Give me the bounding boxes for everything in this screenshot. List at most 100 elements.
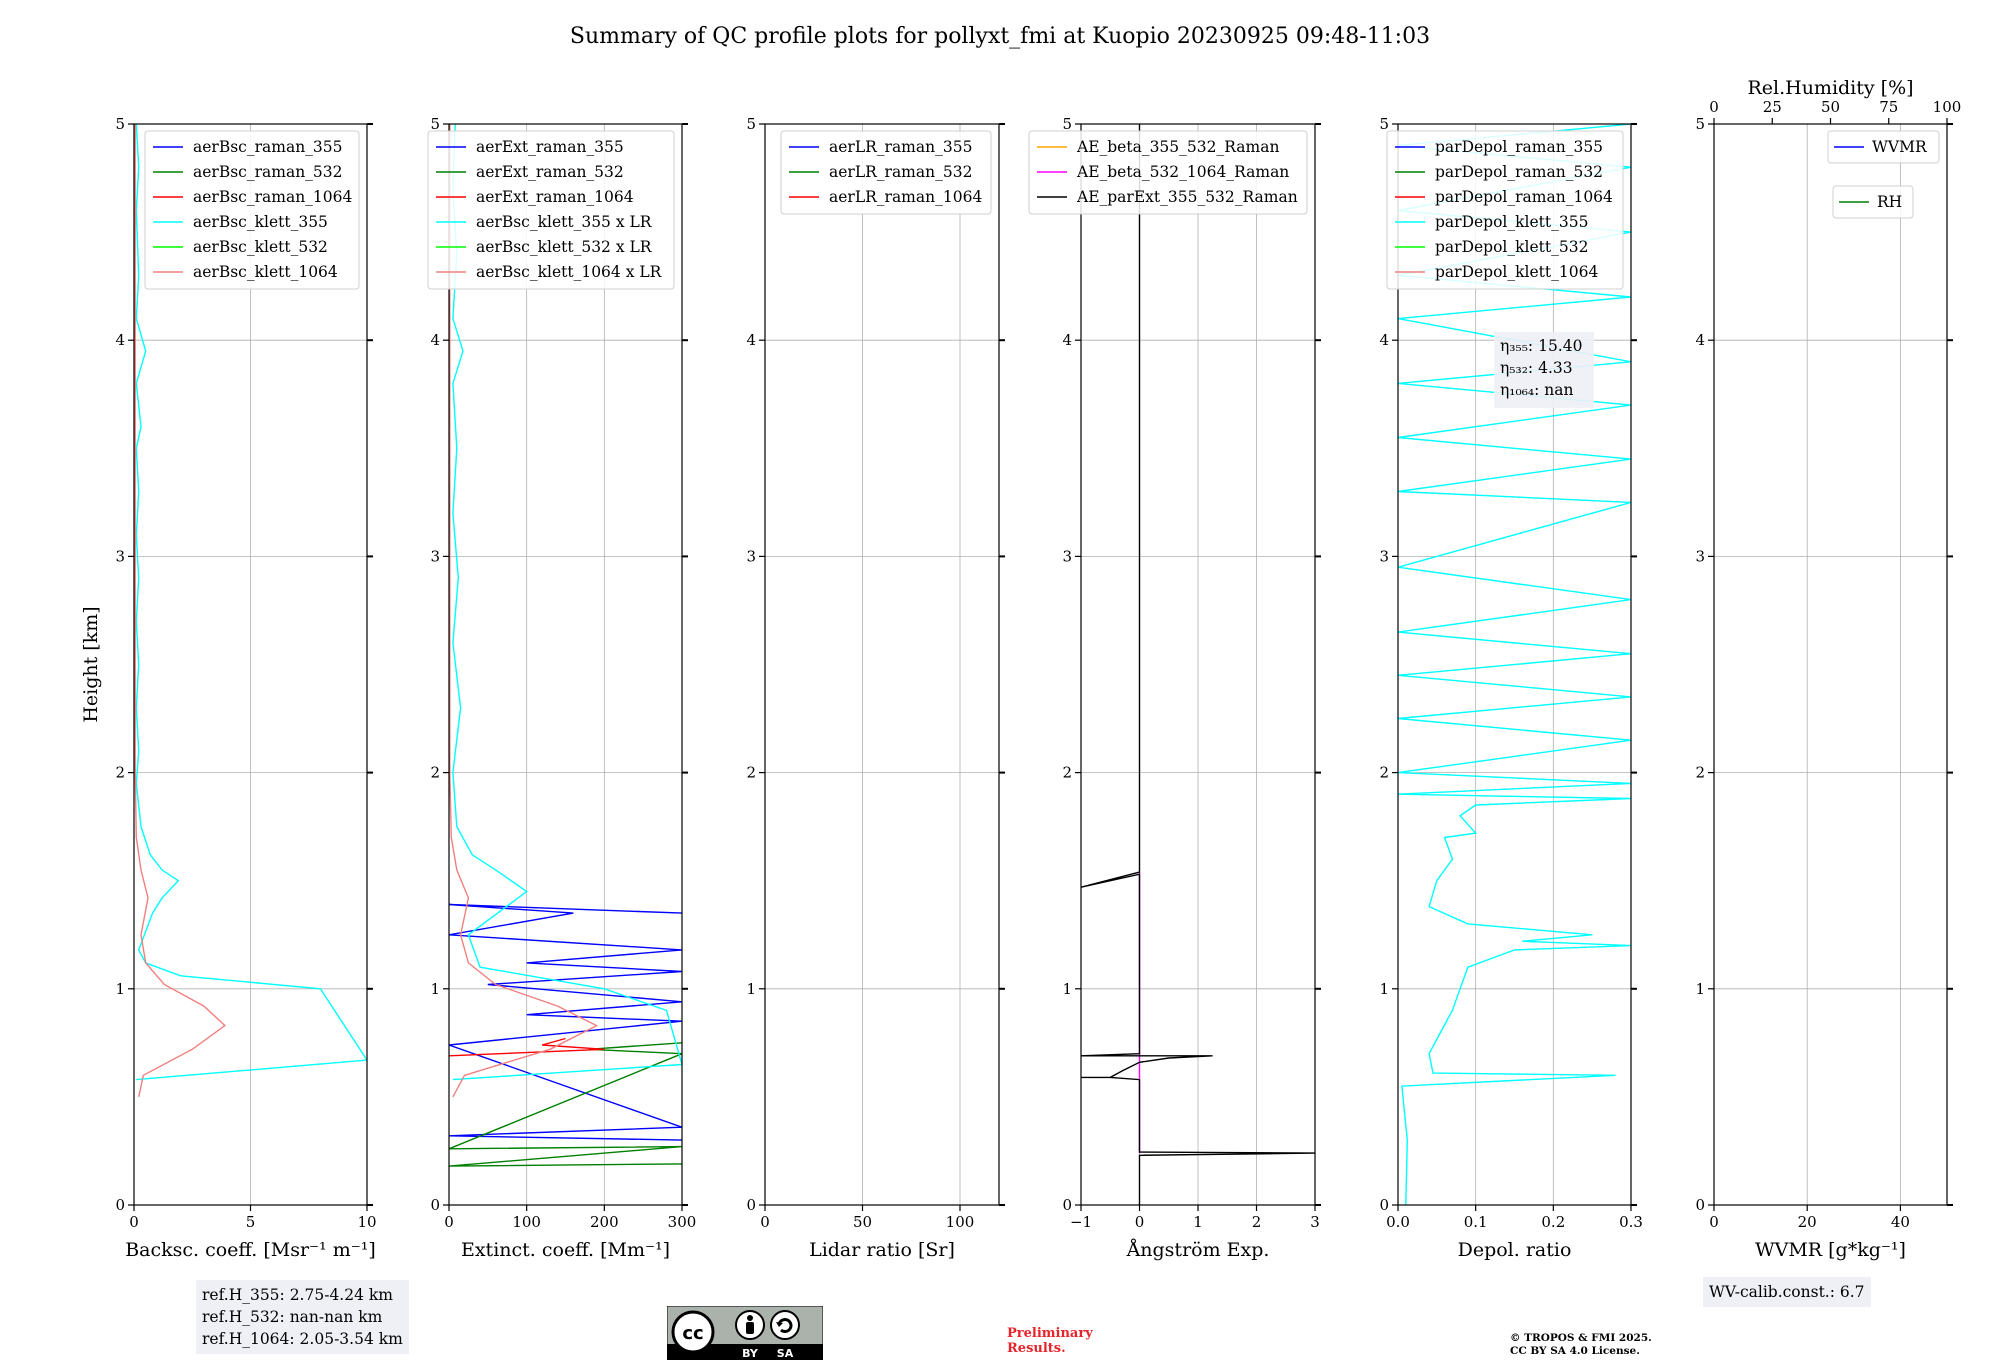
axes-frame-depol [1397,123,1632,1206]
y-tick-label-lr: 1 [746,980,756,998]
x-tick-label-ae: 0 [1135,1213,1145,1231]
x2-tick-label-wv: 75 [1879,98,1898,116]
cc-logo-icon [671,1310,715,1354]
y-tick-label-bsc: 3 [115,547,125,565]
x-tick-label-depol: 0.2 [1541,1213,1565,1231]
legend-label: WVMR [1872,138,1928,156]
legend-label: aerBsc_raman_532 [193,163,343,181]
y-tick-label-bsc: 4 [115,331,125,349]
y-tick-label-ae: 3 [1062,547,1072,565]
legend-label: aerBsc_raman_1064 [193,188,353,206]
y-tick-label-wv: 0 [1695,1196,1705,1214]
copyright-note: © TROPOS & FMI 2025. CC BY SA 4.0 Licens… [1510,1332,1652,1358]
y-tick-label-lr: 3 [746,547,756,565]
x-tick-label-depol: 0.3 [1619,1213,1643,1231]
x2-tick-label-wv: 25 [1763,98,1782,116]
legend-label: aerLR_raman_532 [829,163,972,181]
x-axis-label-ae: Ångström Exp. [1126,1239,1270,1261]
y-tick-label-bsc: 5 [115,115,125,133]
legend-label: aerLR_raman_355 [829,138,972,156]
x-tick-label-depol: 0.0 [1386,1213,1410,1231]
by-label: BY [742,1347,759,1360]
legend-label: parDepol_klett_1064 [1435,263,1598,281]
eta-annotation-line: η₁₀₆₄: nan [1500,381,1574,399]
legend-label: aerBsc_klett_532 [193,238,328,256]
panel-ext: 0 1 2 3 4 5 0 100 200 300 Extinct. coeff. [Mm⁻¹] ae… [427,115,697,1261]
x2-tick-label-wv: 100 [1933,98,1962,116]
y-tick-label-depol: 2 [1379,764,1389,782]
y-tick-label-wv: 5 [1695,115,1705,133]
y-tick-label-ext: 5 [430,115,440,133]
y-tick-label-depol: 3 [1379,547,1389,565]
legend-label: AE_beta_355_532_Raman [1076,138,1279,156]
legend-label: aerLR_raman_1064 [829,188,982,206]
cc-logo-text: cc [682,1323,703,1344]
y-tick-label-depol: 1 [1379,980,1389,998]
x-tick-label-ae: 2 [1252,1213,1262,1231]
y-tick-label-depol: 4 [1379,331,1389,349]
x-tick-label-bsc: 5 [246,1213,256,1231]
y-tick-label-wv: 3 [1695,547,1705,565]
legend-wv-1: RH [1832,185,1914,219]
legend-bsc: aerBsc_raman_355 aerBsc_raman_532 aerBsc_r… [144,130,360,290]
preliminary-line-1: Preliminary [1007,1326,1093,1341]
eta-annotation: η₃₅₅: 15.40 η₅₃₂: 4.33 η₁₀₆₄: nan [1494,332,1594,408]
cc-license-badge: cc BY SA [667,1306,823,1360]
legend-label: parDepol_raman_532 [1435,163,1603,181]
x-tick-label-wv: 20 [1798,1213,1817,1231]
x-tick-label-ext: 300 [668,1213,697,1231]
legend-label: parDepol_klett_532 [1435,238,1588,256]
x-axis-label-wv: WVMR [g*kg⁻¹] [1755,1239,1906,1261]
legend-label: RH [1877,193,1902,211]
eta-annotation-line: η₃₅₅: 15.40 [1500,337,1582,355]
panel-depol: 0 1 2 3 4 5 0.0 0.1 0.2 0.3 Depol. ratio parDepol_r… [1379,115,1642,1261]
series-line-depol-3 [1398,124,1631,1205]
x-axis-label-bsc: Backsc. coeff. [Msr⁻¹ m⁻¹] [125,1239,376,1261]
y-tick-label-ext: 3 [430,547,440,565]
ref-height-1064: ref.H_1064: 2.05-3.54 km [202,1330,403,1348]
x-axis-label-depol: Depol. ratio [1458,1239,1572,1261]
x-tick-label-lr: 0 [760,1213,770,1231]
y-tick-label-ae: 5 [1062,115,1072,133]
panel-bsc: 0 1 2 3 4 5 0 5 10 Backsc. coeff. [Msr⁻¹ m⁻¹] Heig… [80,115,377,1261]
legend-ext: aerExt_raman_355 aerExt_raman_532 aerExt_r… [427,130,675,290]
x-tick-label-ext: 100 [512,1213,541,1231]
copyright-line-2: CC BY SA 4.0 License. [1510,1345,1640,1357]
x-tick-label-lr: 100 [946,1213,975,1231]
eta-annotation-line: η₅₃₂: 4.33 [1500,359,1573,377]
y-tick-label-ae: 1 [1062,980,1072,998]
legend-label: aerExt_raman_532 [476,163,624,181]
legend-label: aerBsc_klett_532 x LR [476,238,653,256]
x-axis-label-lr: Lidar ratio [Sr] [809,1239,955,1261]
x-tick-label-ae: −1 [1070,1213,1092,1231]
y-tick-label-lr: 2 [746,764,756,782]
series-line-ext-0 [449,903,682,1141]
x-tick-label-ext: 200 [590,1213,619,1231]
y-tick-label-depol: 5 [1379,115,1389,133]
y-tick-label-bsc: 1 [115,980,125,998]
legend-label: aerBsc_klett_1064 [193,263,338,281]
y-tick-label-ext: 0 [430,1196,440,1214]
y-tick-label-ext: 2 [430,764,440,782]
legend-label: AE_beta_532_1064_Raman [1076,163,1289,181]
legend-wv-0: WVMR [1827,130,1940,164]
legend-label: parDepol_raman_1064 [1435,188,1613,206]
y-tick-label-ext: 4 [430,331,440,349]
x-tick-label-wv: 40 [1891,1213,1910,1231]
legend-label: aerBsc_raman_355 [193,138,343,156]
figure-title: Summary of QC profile plots for pollyxt_… [570,24,1430,49]
legend-lr: aerLR_raman_355 aerLR_raman_532 aerLR_rama… [780,130,992,215]
legend-label: aerBsc_klett_355 x LR [476,213,653,231]
series-line-ext-5 [449,124,599,1098]
series-line-bsc-5 [134,124,226,1098]
y-tick-label-ext: 1 [430,980,440,998]
preliminary-line-2: Results. [1007,1341,1066,1356]
wv-calib-text: WV-calib.const.: 6.7 [1709,1283,1865,1301]
x2-axis-label-wv: Rel.Humidity [%] [1747,77,1913,99]
axes-frame-lr [764,123,1000,1206]
x-tick-label-ae: 3 [1310,1213,1320,1231]
y-tick-label-wv: 1 [1695,980,1705,998]
y-tick-label-bsc: 2 [115,764,125,782]
